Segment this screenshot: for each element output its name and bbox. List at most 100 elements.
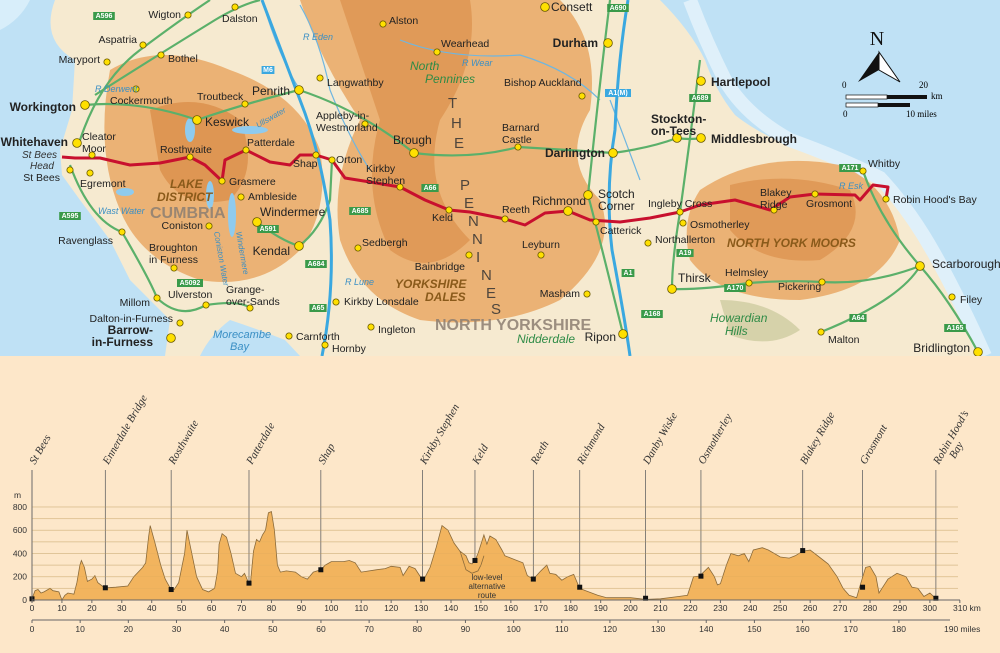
road-label-text: A690	[610, 5, 627, 12]
town-label: Patterdale	[247, 137, 295, 149]
road-shield	[93, 12, 115, 20]
town-label-line: Aspatria	[98, 34, 137, 46]
scale-bar-km-black	[887, 95, 927, 99]
town-label-line: Northallerton	[655, 234, 715, 246]
miles-tick-label: 140	[699, 624, 713, 634]
letter: E	[486, 285, 496, 302]
town-marker	[192, 115, 202, 125]
town-label-line: Ulverston	[168, 289, 213, 301]
region-label: NORTH YORK MOORS	[727, 236, 856, 250]
road-label-text: A64	[852, 315, 865, 322]
km-tick-label: 70	[237, 603, 247, 613]
km-tick-label: 110	[354, 603, 368, 613]
town-label: Keld	[432, 212, 453, 224]
town-label-line: Rosthwaite	[160, 144, 212, 156]
scale-km-max: 20	[919, 80, 929, 90]
km-tick-label: 0	[30, 603, 35, 613]
elevation-profile: St Bees Ennerdale Bridge Rosthwaite Patterd…	[0, 356, 1000, 653]
road-label-text: A685	[352, 208, 369, 215]
town-marker	[583, 190, 593, 200]
waypoint-marker	[698, 573, 704, 579]
km-tick-label: 50	[177, 603, 187, 613]
town-label-line: Dalston	[222, 13, 258, 25]
road-label: A595	[59, 212, 81, 220]
region-line: Pennines	[425, 72, 475, 86]
waypoint-marker	[472, 557, 478, 563]
town-label: Keswick	[205, 115, 250, 129]
irish-sea	[0, 0, 170, 356]
y-tick-label: 200	[13, 572, 27, 582]
town-marker	[252, 217, 262, 227]
line: alternative	[469, 582, 506, 591]
town-marker	[354, 244, 362, 252]
town-label-line: Barrow-	[108, 323, 153, 337]
town-label: Ulverston	[168, 289, 213, 301]
town-marker	[817, 328, 825, 336]
miles-tick-label: 100	[507, 624, 521, 634]
town-label-line: Wearhead	[441, 38, 489, 50]
town-label-line: Shap	[293, 158, 318, 170]
town-label: Barrow-in-Furness	[92, 323, 154, 349]
town-marker	[644, 239, 652, 247]
region-line: Hills	[725, 324, 748, 338]
town-label-line: Scotch	[598, 187, 635, 201]
road-shield	[849, 314, 867, 322]
miles-tick-label: 170	[844, 624, 858, 634]
region-label: North Pennines	[410, 59, 475, 86]
road-label-text: A1(M)	[608, 90, 627, 97]
km-tick-label: 160	[504, 603, 518, 613]
km-tick-label: 80	[267, 603, 277, 613]
town-label-line: Malton	[828, 334, 860, 346]
town-label: Helmsley	[725, 267, 769, 279]
road-label-text: A5092	[180, 280, 201, 287]
a1m-motorway	[607, 0, 632, 357]
town-marker	[465, 251, 473, 259]
town-marker	[696, 133, 706, 143]
scale-bar-mi-white	[845, 102, 879, 108]
road-label-text: A65	[312, 305, 325, 312]
km-tick-label: 210	[653, 603, 667, 613]
y-tick-label: 600	[13, 525, 27, 535]
town-label: Kirkby Stephen	[366, 163, 405, 187]
town-label-line: Sedbergh	[362, 237, 408, 249]
road-label: M6	[261, 66, 275, 74]
town-label: Northallerton	[655, 234, 715, 246]
km-tick-label: 170	[534, 603, 548, 613]
km-tick-label: 30	[117, 603, 127, 613]
letter: E	[454, 135, 464, 152]
town-label-line: Catterick	[600, 225, 642, 237]
water-label: R Esk	[839, 181, 864, 191]
miles-tick-label: 0	[30, 624, 35, 634]
road-label-text: A171	[842, 165, 859, 172]
town-marker	[578, 92, 586, 100]
town-label-line: Grasmere	[229, 176, 276, 188]
town-label-line: Ambleside	[248, 191, 297, 203]
waypoint-marker	[102, 585, 108, 591]
road-shield	[621, 269, 635, 277]
letter: H	[451, 115, 462, 132]
road-shield	[605, 89, 631, 97]
miles-tick-label: 20	[124, 624, 134, 634]
north-arrow-icon	[858, 52, 879, 82]
town-label-line: Filey	[960, 294, 983, 306]
km-unit-label: 310 km	[953, 603, 981, 613]
town-label: Osmotherley	[690, 219, 750, 231]
town-marker	[86, 169, 94, 177]
town-marker	[361, 120, 369, 128]
town-marker	[608, 148, 618, 158]
scale-bar-km-white	[845, 94, 888, 100]
town-label-line: Blakey	[760, 187, 792, 199]
river	[399, 39, 601, 101]
miles-tick-label: 150	[747, 624, 761, 634]
alternative-route-annotation: low-level alternative route	[469, 573, 506, 600]
town-marker	[202, 301, 210, 309]
morecambe-bay	[200, 320, 300, 356]
region-label: LAKE DISTRICT	[157, 177, 214, 204]
town-label: Scotch Corner	[598, 187, 635, 213]
town-label-line: Appleby-in-	[316, 110, 370, 122]
town-label-line: Ravenglass	[58, 235, 113, 247]
water-label: R Derwent	[95, 84, 138, 94]
moors-high	[730, 178, 856, 261]
town-label: Penrith	[252, 84, 290, 98]
road-label: A66	[421, 184, 439, 192]
